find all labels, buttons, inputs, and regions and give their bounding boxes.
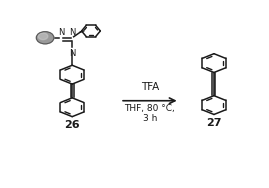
Text: THF, 80 °C,: THF, 80 °C, — [125, 104, 175, 113]
Text: N: N — [69, 49, 75, 58]
Text: 26: 26 — [64, 120, 80, 130]
Circle shape — [36, 32, 54, 44]
Circle shape — [38, 33, 48, 40]
Text: 27: 27 — [206, 118, 222, 128]
Text: TFA: TFA — [141, 82, 159, 92]
Text: N: N — [69, 28, 75, 37]
Text: 3 h: 3 h — [143, 114, 157, 123]
Text: N: N — [59, 28, 65, 37]
